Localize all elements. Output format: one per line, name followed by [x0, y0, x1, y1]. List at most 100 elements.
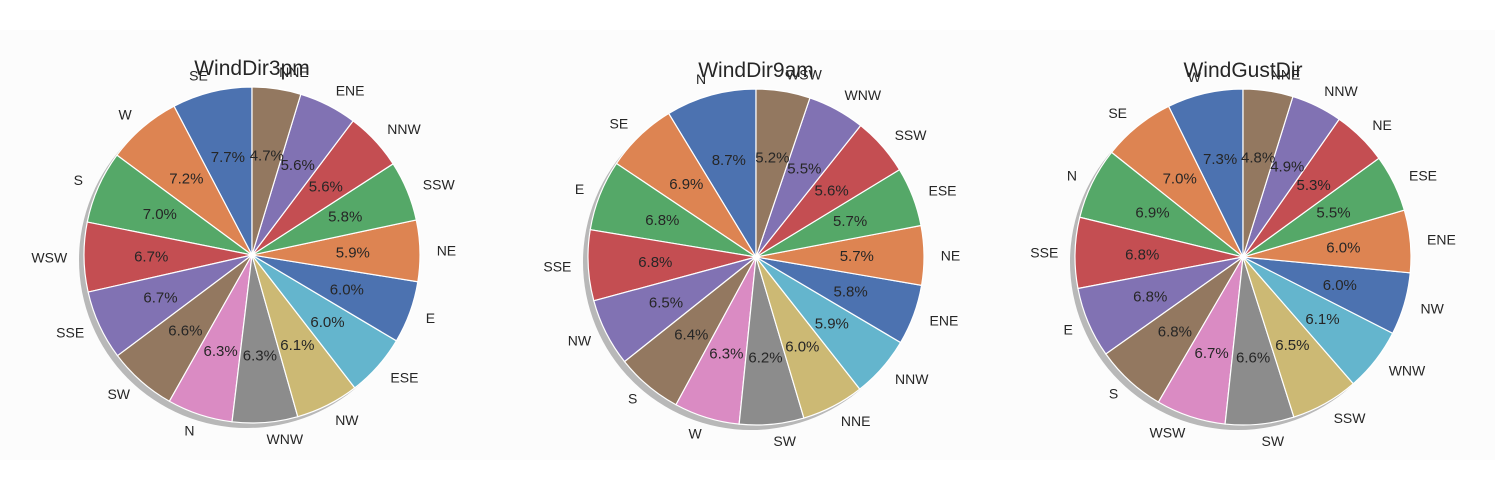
- slice-category-label: SE: [610, 116, 629, 132]
- slice-percentage-label: 5.5%: [787, 161, 821, 178]
- pie-chart-winddir3pm: WindDir3pm 7.7% SE 7.2% W 7.0% S 6.7% WSW 6.7% SS…: [31, 57, 456, 447]
- slice-category-label: S: [1109, 385, 1118, 401]
- slice-percentage-label: 6.6%: [168, 323, 202, 340]
- slice-percentage-label: 5.6%: [309, 178, 343, 195]
- slice-category-label: N: [1067, 168, 1077, 184]
- pie-slice-wsw: [755, 88, 811, 258]
- slice-percentage-label: 5.7%: [833, 213, 867, 230]
- slice-category-label: NW: [1421, 301, 1445, 317]
- slice-percentage-label: 6.5%: [649, 295, 683, 312]
- slice-percentage-label: 6.8%: [1158, 323, 1192, 340]
- slice-percentage-label: 7.7%: [211, 149, 245, 166]
- slice-category-label: NNE: [1271, 66, 1301, 82]
- slice-category-label: WSW: [1150, 425, 1187, 441]
- slice-category-label: SSE: [1030, 244, 1058, 260]
- slice-percentage-label: 6.9%: [669, 176, 703, 193]
- slice-percentage-label: 4.7%: [250, 147, 284, 164]
- slice-percentage-label: 6.0%: [310, 314, 344, 331]
- slice-category-label: W: [688, 426, 702, 442]
- slice-percentage-label: 5.9%: [336, 245, 370, 262]
- slice-percentage-label: 5.9%: [815, 315, 849, 332]
- slice-percentage-label: 6.8%: [1133, 289, 1167, 306]
- slice-category-label: WNW: [267, 431, 304, 447]
- slice-category-label: ESE: [1409, 168, 1437, 184]
- slice-category-label: WNW: [845, 87, 882, 103]
- slice-percentage-label: 6.2%: [748, 349, 782, 366]
- slice-category-label: S: [628, 391, 637, 407]
- chart-title: WindDir9am: [698, 59, 814, 82]
- slice-percentage-label: 5.8%: [833, 284, 867, 301]
- slice-category-label: SW: [107, 386, 130, 402]
- slice-category-label: SSE: [543, 258, 571, 274]
- slice-percentage-label: 7.3%: [1203, 151, 1237, 168]
- pie-chart-windgustdir: WindGustDir 7.3%W7.0%SE6.9%N6.8%SSE6.8%E…: [1030, 59, 1456, 449]
- slice-category-label: NNE: [279, 64, 309, 80]
- slice-percentage-label: 7.2%: [169, 171, 203, 188]
- slice-percentage-label: 4.8%: [1241, 149, 1275, 166]
- slice-category-label: NNW: [1324, 83, 1358, 99]
- slice-category-label: NE: [1372, 117, 1391, 133]
- chart-title: WindDir3pm: [194, 57, 310, 80]
- slice-percentage-label: 8.7%: [712, 152, 746, 169]
- slice-category-label: S: [74, 172, 83, 188]
- slice-percentage-label: 5.6%: [814, 182, 848, 199]
- slice-percentage-label: 5.5%: [1316, 205, 1350, 222]
- slice-category-label: E: [1064, 321, 1073, 337]
- slice-category-label: NNW: [387, 121, 421, 137]
- slice-percentage-label: 6.9%: [1135, 205, 1169, 222]
- slice-category-label: NW: [335, 412, 359, 428]
- slice-percentage-label: 5.6%: [281, 157, 315, 174]
- slice-category-label: N: [184, 423, 194, 439]
- slice-category-label: WSW: [786, 67, 823, 83]
- slice-category-label: NE: [941, 247, 960, 263]
- slice-category-label: NW: [568, 332, 592, 348]
- slice-category-label: ESE: [929, 183, 957, 199]
- slice-percentage-label: 6.7%: [1194, 345, 1228, 362]
- slice-category-label: SSW: [1334, 410, 1367, 426]
- slice-category-label: SSW: [895, 127, 928, 143]
- slice-percentage-label: 6.1%: [280, 337, 314, 354]
- slice-percentage-label: 6.1%: [1305, 311, 1339, 328]
- slice-category-label: ESE: [390, 369, 418, 385]
- slice-percentage-label: 6.8%: [1125, 247, 1159, 264]
- slice-category-label: N: [696, 71, 706, 87]
- pie-chart-winddir9am: WindDir9am 8.7% N 6.9% SE 6.8% E 6.8% SSE 6.5% NW…: [543, 59, 960, 449]
- chart-title: WindGustDir: [1183, 59, 1302, 82]
- slice-percentage-label: 6.3%: [203, 343, 237, 360]
- slice-percentage-label: 5.2%: [755, 150, 789, 167]
- slice-percentage-label: 5.8%: [328, 209, 362, 226]
- slice-category-label: E: [426, 310, 435, 326]
- slice-category-label: SSE: [56, 325, 84, 341]
- slice-percentage-label: 6.0%: [330, 281, 364, 298]
- slice-category-label: ENE: [336, 82, 365, 98]
- slice-percentage-label: 6.5%: [1275, 337, 1309, 354]
- slice-category-label: SSW: [423, 176, 456, 192]
- slice-category-label: W: [118, 107, 132, 123]
- slice-percentage-label: 6.0%: [785, 339, 819, 356]
- slice-percentage-label: 5.3%: [1296, 177, 1330, 194]
- slice-category-label: NNE: [841, 413, 871, 429]
- slice-category-label: SW: [773, 433, 796, 449]
- slice-percentage-label: 6.4%: [674, 326, 708, 343]
- slice-category-label: WNW: [1389, 363, 1426, 379]
- pie-slice-nne: [1242, 88, 1294, 258]
- slice-percentage-label: 6.3%: [709, 345, 743, 362]
- slice-percentage-label: 6.6%: [1236, 349, 1270, 366]
- slice-percentage-label: 6.0%: [1326, 240, 1360, 257]
- pie-slice-nne: [251, 86, 302, 256]
- slice-percentage-label: 6.8%: [645, 212, 679, 229]
- slice-percentage-label: 6.8%: [638, 254, 672, 271]
- slice-percentage-label: 7.0%: [143, 206, 177, 223]
- slice-percentage-label: 5.7%: [840, 248, 874, 265]
- slice-percentage-label: 6.3%: [243, 348, 277, 365]
- slice-category-label: ENE: [930, 313, 959, 329]
- slice-category-label: WSW: [31, 249, 68, 265]
- slice-category-label: SE: [189, 68, 208, 84]
- slice-percentage-label: 6.0%: [1323, 277, 1357, 294]
- slice-category-label: W: [1188, 69, 1202, 85]
- slice-percentage-label: 6.7%: [134, 248, 168, 265]
- slice-category-label: E: [575, 181, 584, 197]
- slice-category-label: ENE: [1427, 232, 1456, 248]
- slice-category-label: SW: [1262, 433, 1285, 449]
